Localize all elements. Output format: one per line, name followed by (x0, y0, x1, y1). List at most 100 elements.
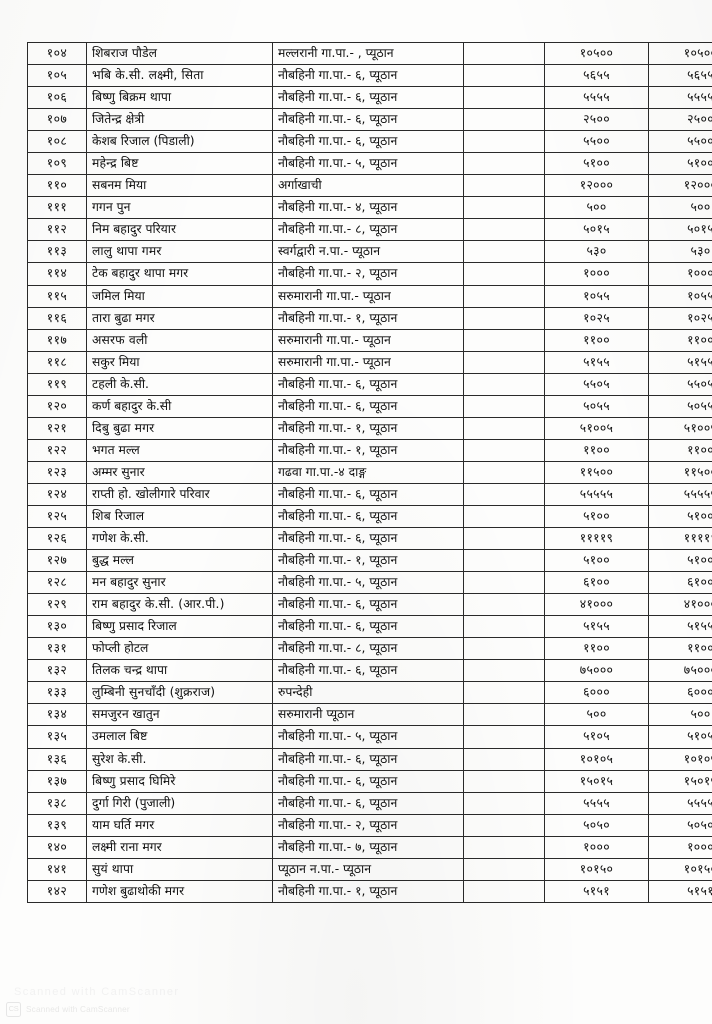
row-person-name: तिलक चन्द्र थापा (86, 659, 273, 683)
row-serial-number: १२२ (27, 438, 87, 463)
row-address: नौबहिनी गा.पा.- ६, प्यूठान (272, 747, 464, 771)
table-row: १३६ सुरेश के.सी. नौबहिनी गा.पा.- ६, प्यूठा… (27, 747, 712, 771)
table-row: १३१ फोप्ली होटल नौबहिनी गा.पा.- ८, प्यूठान… (27, 637, 712, 661)
row-amount-secondary: ५१५१ (648, 879, 712, 903)
row-person-name: महेन्द्र बिष्ट (86, 152, 273, 176)
table-row: १२६ गणेश के.सी. नौबहिनी गा.पा.- ६, प्यूठान… (27, 527, 712, 551)
row-serial-number: १२४ (27, 482, 87, 506)
row-serial-number: १०९ (27, 152, 87, 176)
row-person-name: राप्ती हो. खोलीगारे परिवार (86, 482, 273, 506)
row-address: नौबहिनी गा.पा.- ५, प्यूठान (272, 571, 464, 595)
row-amount-primary: ५१००५ (544, 416, 649, 440)
row-serial-number: १३५ (27, 725, 87, 749)
row-person-name: भगत मल्ल (86, 438, 273, 463)
row-address: सरुमारानी गा.पा.- प्यूठान (272, 284, 464, 308)
row-amount-primary: ११११९ (544, 527, 649, 551)
row-blank-cell (463, 703, 545, 727)
row-amount-primary: ६००० (544, 681, 649, 705)
table-row: १३९ याम घर्ति मगर नौबहिनी गा.पा.- २, प्यूठ… (27, 813, 712, 837)
camscanner-ghost-watermark: Scanned with CamScanner (14, 986, 180, 998)
row-blank-cell (463, 108, 545, 132)
row-amount-primary: ११५०० (544, 460, 649, 484)
table-row: १११ गगन पुन नौबहिनी गा.पा.- ४, प्यूठान ५०० ५… (27, 196, 712, 220)
row-amount-primary: १००० (544, 835, 649, 859)
row-amount-primary: ५०० (544, 196, 649, 220)
row-serial-number: ११४ (27, 262, 87, 286)
row-person-name: लक्ष्मी राना मगर (86, 835, 273, 859)
row-person-name: लुम्बिनी सुनचाँदी (शुक्रराज) (86, 681, 273, 705)
row-amount-primary: ५१५१ (544, 879, 649, 903)
row-serial-number: १२० (27, 394, 87, 418)
row-person-name: बिष्णु प्रसाद रिजाल (86, 615, 273, 639)
row-blank-cell (463, 218, 545, 242)
row-amount-secondary: ६१०० (648, 571, 712, 595)
table-row: १४० लक्ष्मी राना मगर नौबहिनी गा.पा.- ७, प्… (27, 835, 712, 859)
row-amount-primary: १००० (544, 262, 649, 286)
row-amount-primary: ११०० (544, 637, 649, 661)
row-amount-primary: ५५५५५ (544, 482, 649, 506)
row-person-name: शिब रिजाल (86, 505, 273, 529)
ledger-table-container: १०४ शिबराज पौडेल मल्लरानी गा.पा.- , प्यूठा… (27, 42, 712, 903)
row-blank-cell (463, 42, 545, 66)
row-amount-primary: ७५००० (544, 659, 649, 683)
row-amount-secondary: ५५५५ (648, 791, 712, 815)
row-serial-number: १२६ (27, 527, 87, 551)
row-address: गढवा गा.पा.-४ दाङ्ग (272, 460, 464, 484)
row-blank-cell (463, 879, 545, 903)
row-amount-primary: ११०० (544, 438, 649, 463)
row-blank-cell (463, 791, 545, 815)
table-row: १०९ महेन्द्र बिष्ट नौबहिनी गा.पा.- ५, प्यू… (27, 152, 712, 176)
row-blank-cell (463, 350, 545, 374)
row-amount-primary: ५६५५ (544, 64, 649, 88)
row-amount-secondary: ११११९ (648, 527, 712, 551)
table-row: १२३ अम्मर सुनार गढवा गा.पा.-४ दाङ्ग ११५०० ११… (27, 460, 712, 484)
row-amount-secondary: १०१०५ (648, 747, 712, 771)
row-amount-primary: २५०० (544, 108, 649, 132)
row-address: नौबहिनी गा.पा.- ६, प्यूठान (272, 659, 464, 683)
row-amount-primary: ५५०० (544, 130, 649, 154)
row-amount-secondary: ५०० (648, 703, 712, 727)
row-person-name: निम बहादुर परियार (86, 218, 273, 242)
row-amount-primary: ५१०५ (544, 725, 649, 749)
row-person-name: जमिल मिया (86, 284, 273, 308)
row-address: रुपन्देही (272, 681, 464, 705)
table-row: १४२ गणेश बुढाथोकी मगर नौबहिनी गा.पा.- १, प… (27, 879, 712, 903)
row-address: नौबहिनी गा.पा.- १, प्यूठान (272, 306, 464, 330)
row-amount-secondary: ५१५५ (648, 350, 712, 374)
table-row: १०५ भबि के.सी. लक्ष्मी, सिता नौबहिनी गा.पा… (27, 64, 712, 88)
row-serial-number: ११३ (27, 240, 87, 264)
row-serial-number: १३८ (27, 791, 87, 815)
row-amount-secondary: ५१५५ (648, 615, 712, 639)
row-amount-primary: १०५०० (544, 42, 649, 66)
row-serial-number: १४१ (27, 857, 87, 881)
row-address: नौबहिनी गा.पा.- २, प्यूठान (272, 813, 464, 837)
row-person-name: समजुरन खातुन (86, 703, 273, 727)
row-amount-primary: ११०० (544, 328, 649, 352)
row-person-name: केशब रिजाल (पिडाली) (86, 130, 273, 154)
row-serial-number: १२९ (27, 593, 87, 617)
row-serial-number: ११७ (27, 328, 87, 352)
row-serial-number: ११० (27, 174, 87, 198)
row-amount-primary: ६१०० (544, 571, 649, 595)
row-serial-number: १३९ (27, 813, 87, 837)
row-amount-primary: ५५५५ (544, 791, 649, 815)
row-serial-number: १०६ (27, 86, 87, 110)
row-person-name: गगन पुन (86, 196, 273, 220)
row-amount-secondary: ५०५५ (648, 394, 712, 418)
row-blank-cell (463, 637, 545, 661)
row-amount-secondary: ५५०० (648, 130, 712, 154)
row-address: सरुमारानी प्यूठान (272, 703, 464, 727)
row-address: नौबहिनी गा.पा.- ६, प्यूठान (272, 108, 464, 132)
row-amount-secondary: १००० (648, 262, 712, 286)
row-address: नौबहिनी गा.पा.- ६, प्यूठान (272, 769, 464, 793)
row-address: नौबहिनी गा.पा.- १, प्यूठान (272, 879, 464, 903)
table-row: ११३ लालु थापा गमर स्वर्गद्वारी न.पा.- प्यू… (27, 240, 712, 264)
row-blank-cell (463, 460, 545, 484)
row-address: नौबहिनी गा.पा.- ६, प्यूठान (272, 527, 464, 551)
row-address: नौबहिनी गा.पा.- ६, प्यूठान (272, 505, 464, 529)
row-address: प्यूठान न.पा.- प्यूठान (272, 857, 464, 881)
row-address: नौबहिनी गा.पा.- ६, प्यूठान (272, 593, 464, 617)
row-serial-number: ११८ (27, 350, 87, 374)
